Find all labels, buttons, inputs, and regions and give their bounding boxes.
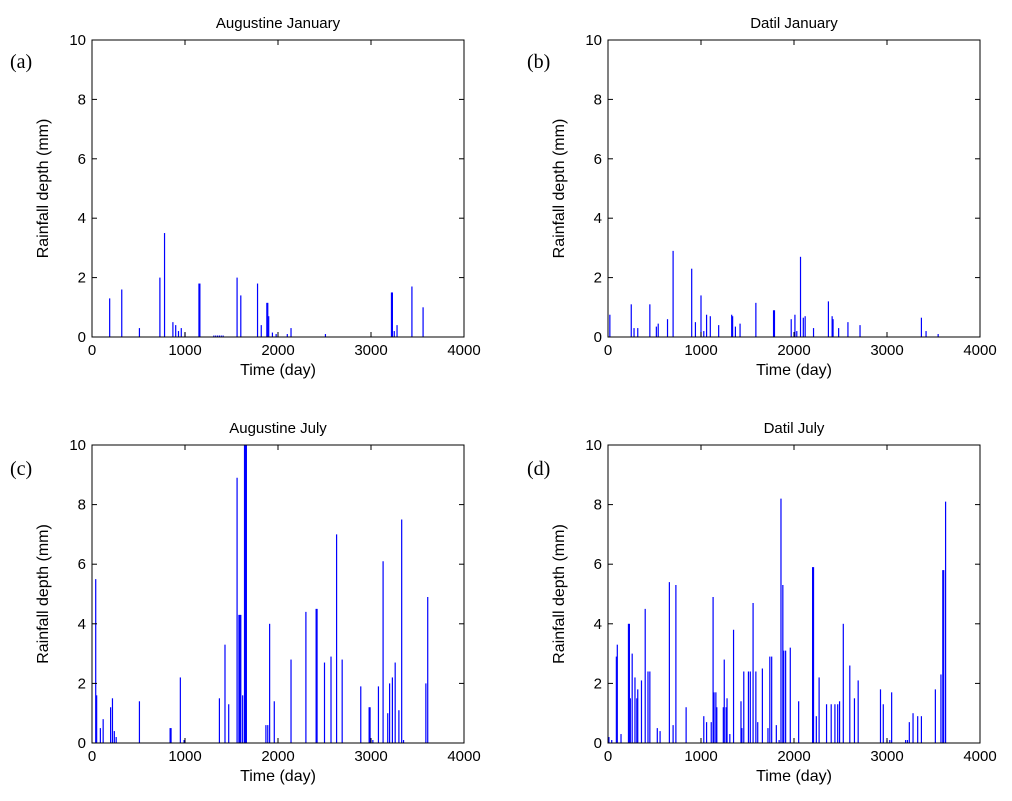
x-tick-label: 3000	[354, 342, 387, 359]
y-tick-label: 8	[78, 91, 86, 108]
chart-title: Augustine July	[229, 420, 327, 437]
chart-panel: Augustine July (c) 0 1000 2000 3000 4000 0 2 4 6 8 1…	[10, 420, 481, 785]
y-tick-label: 10	[585, 437, 602, 454]
x-tick-label: 1000	[168, 342, 201, 359]
y-tick-label: 6	[594, 556, 602, 573]
x-axis-label: Time (day)	[756, 768, 832, 785]
panel-label: (b)	[527, 51, 550, 73]
x-tick-label: 1000	[168, 748, 201, 765]
y-axis-label: Rainfall depth (mm)	[551, 524, 568, 664]
x-tick-label: 0	[604, 342, 612, 359]
y-tick-label: 6	[594, 151, 602, 168]
x-tick-label: 0	[88, 748, 96, 765]
y-axis-label: Rainfall depth (mm)	[35, 524, 52, 664]
x-tick-label: 4000	[963, 342, 996, 359]
y-tick-label: 8	[594, 91, 602, 108]
panel-label: (c)	[10, 458, 32, 480]
plot-frame	[91, 444, 465, 744]
y-tick-label: 10	[69, 437, 86, 454]
x-tick-label: 4000	[447, 342, 480, 359]
y-tick-label: 10	[69, 32, 86, 49]
x-tick-label: 2000	[261, 748, 294, 765]
y-tick-label: 0	[594, 735, 602, 752]
y-tick-label: 6	[78, 556, 86, 573]
y-tick-label: 2	[78, 270, 86, 287]
x-tick-label: 1000	[684, 342, 717, 359]
x-tick-label: 4000	[963, 748, 996, 765]
bar-series	[608, 498, 947, 743]
y-tick-label: 8	[594, 497, 602, 514]
y-tick-label: 2	[78, 675, 86, 692]
chart-title: Augustine January	[216, 15, 341, 32]
x-tick-label: 0	[604, 748, 612, 765]
plot-frame	[607, 444, 981, 744]
x-tick-label: 2000	[777, 342, 810, 359]
y-tick-label: 0	[594, 329, 602, 346]
x-axis-label: Time (day)	[240, 362, 316, 379]
y-tick-label: 4	[78, 616, 86, 633]
y-tick-label: 2	[594, 675, 602, 692]
panel-label: (d)	[527, 458, 550, 480]
chart-title: Datil July	[764, 420, 825, 437]
chart-panel: Augustine January (a) 0 1000 2000 3000 4000 0 2 4…	[10, 15, 481, 379]
y-axis-label: Rainfall depth (mm)	[35, 119, 52, 259]
plot-frame	[91, 39, 465, 338]
bar-series	[95, 445, 429, 743]
y-tick-label: 6	[78, 151, 86, 168]
y-tick-label: 8	[78, 497, 86, 514]
y-tick-label: 4	[594, 210, 602, 227]
chart-panel: Datil January (b) 0 1000 2000 3000 4000 0 2 4 6 8 10…	[527, 15, 997, 379]
y-tick-label: 0	[78, 329, 86, 346]
y-tick-label: 2	[594, 270, 602, 287]
x-tick-label: 4000	[447, 748, 480, 765]
x-tick-label: 1000	[684, 748, 717, 765]
x-axis-label: Time (day)	[240, 768, 316, 785]
x-tick-label: 3000	[354, 748, 387, 765]
x-tick-label: 0	[88, 342, 96, 359]
x-tick-label: 2000	[777, 748, 810, 765]
chart-panel: Datil July (d) 0 1000 2000 3000 4000 0 2 4 6 8 10 Tim…	[527, 420, 997, 785]
x-axis-label: Time (day)	[756, 362, 832, 379]
y-axis-label: Rainfall depth (mm)	[551, 119, 568, 259]
y-tick-label: 10	[585, 32, 602, 49]
y-tick-label: 0	[78, 735, 86, 752]
y-tick-label: 4	[78, 210, 86, 227]
panel-label: (a)	[10, 51, 32, 73]
x-tick-label: 2000	[261, 342, 294, 359]
chart-title: Datil January	[750, 15, 838, 32]
bar-series	[109, 233, 424, 337]
x-tick-label: 3000	[870, 342, 903, 359]
plot-frame	[607, 39, 981, 338]
y-tick-label: 4	[594, 616, 602, 633]
x-tick-label: 3000	[870, 748, 903, 765]
bar-series	[609, 250, 939, 337]
